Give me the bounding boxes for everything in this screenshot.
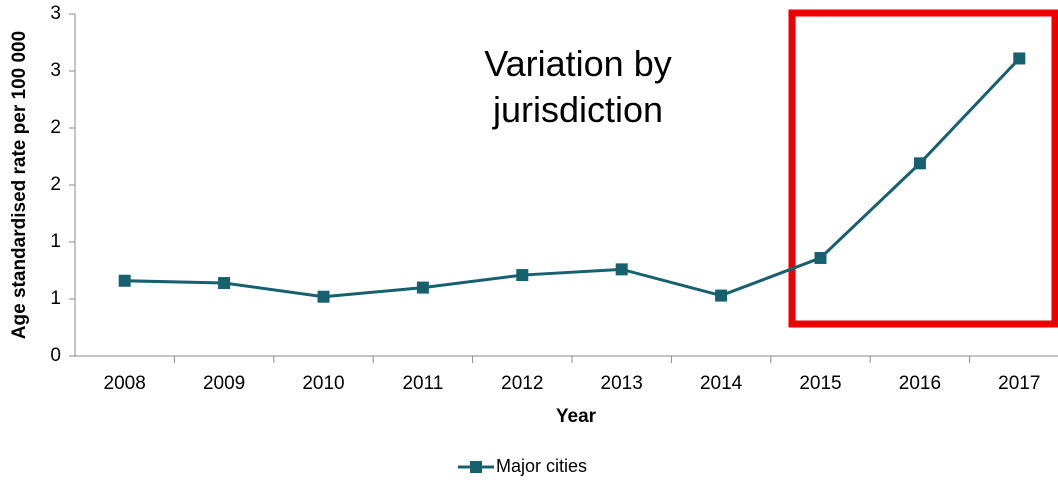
data-point	[814, 251, 827, 264]
x-tick-label: 2009	[203, 373, 245, 394]
y-tick-label: 3	[50, 60, 61, 81]
x-tick-label: 2008	[104, 373, 146, 394]
x-tick-label: 2012	[501, 373, 543, 394]
y-axis-title: Age standardised rate per 100 000	[9, 31, 30, 339]
x-tick-label: 2011	[402, 373, 443, 394]
annotation-line: Variation by jurisdiction	[484, 43, 671, 130]
data-point	[416, 281, 429, 294]
y-tick-label: 1	[50, 231, 61, 252]
data-point	[913, 157, 926, 170]
y-tick-label: 2	[50, 117, 61, 138]
y-tick-label: 2	[50, 174, 61, 195]
x-tick-label: 2010	[302, 373, 344, 394]
x-tick-label: 2016	[899, 373, 941, 394]
highlight-box	[788, 9, 1058, 328]
line-series	[124, 57, 1021, 299]
data-point	[615, 263, 628, 276]
legend-label: Major cities	[496, 456, 587, 476]
y-tick-label: 0	[50, 345, 61, 366]
data-point	[317, 290, 330, 303]
x-tick-label: 2014	[700, 373, 743, 394]
data-point	[118, 274, 131, 287]
y-tick-label: 3	[50, 3, 61, 24]
x-tick-label: 2013	[601, 373, 643, 394]
legend-marker	[470, 461, 482, 473]
data-point	[218, 277, 231, 290]
x-tick-label: 2015	[799, 373, 841, 394]
x-axis-title: Year	[556, 406, 597, 427]
x-tick-label: 2017	[998, 373, 1040, 394]
y-tick-label: 1	[50, 288, 61, 309]
data-point	[715, 289, 728, 302]
data-point	[516, 269, 529, 282]
data-point	[1013, 52, 1026, 65]
